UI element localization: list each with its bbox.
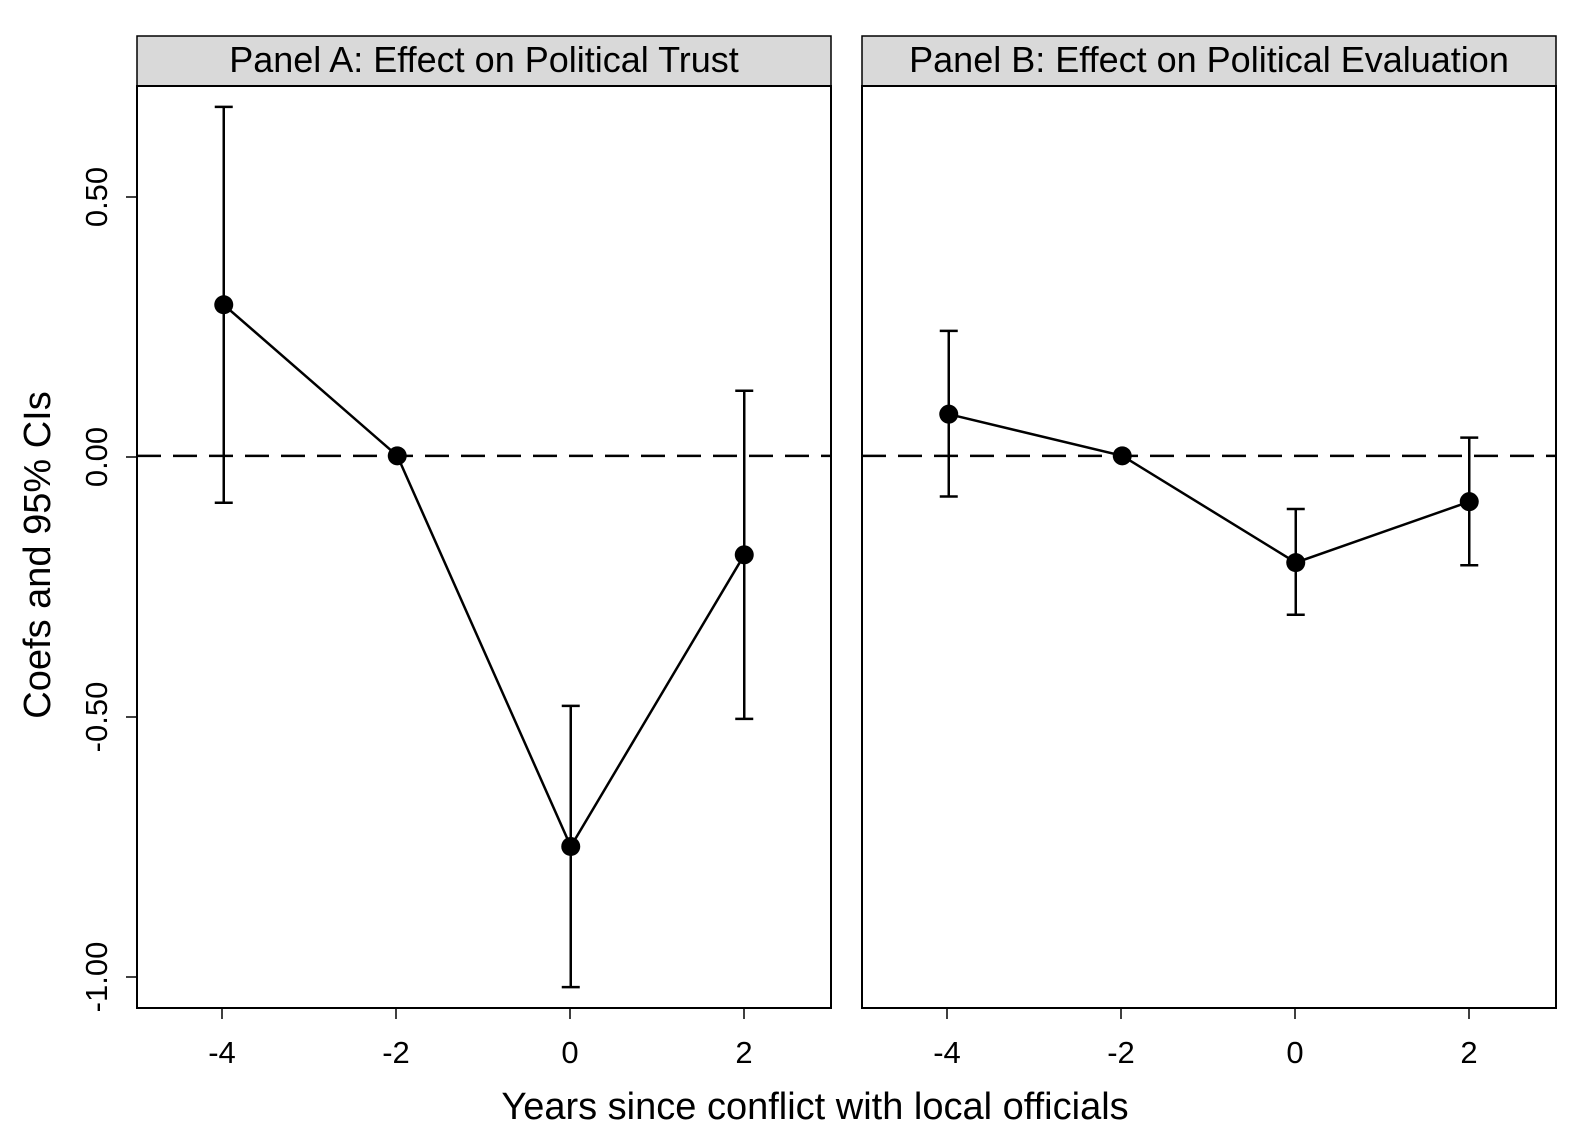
panel-a-point bbox=[561, 837, 581, 857]
panel-b-x-tick-label: 0 bbox=[1286, 1035, 1303, 1070]
y-axis: 0.50 0.00 -0.50 -1.00 bbox=[79, 167, 137, 1013]
panel-b-marks bbox=[862, 329, 1556, 616]
panel-b-point bbox=[1459, 492, 1479, 512]
panel-b-point bbox=[939, 404, 959, 424]
panel-b-plot-frame bbox=[861, 85, 1557, 1009]
y-tick-label: -1.00 bbox=[79, 942, 114, 1013]
panel-b-series-line bbox=[948, 412, 1470, 564]
y-tick-label: 0.50 bbox=[79, 167, 114, 227]
panel-a-x-tick-label: -2 bbox=[382, 1035, 410, 1070]
panel-a-title-strip bbox=[136, 35, 832, 87]
panel-b-x-tick-label: -2 bbox=[1107, 1035, 1135, 1070]
panel-a-marks bbox=[137, 105, 831, 989]
panel-a-plot-frame bbox=[136, 85, 832, 1009]
x-axis-ticks bbox=[221, 1008, 1470, 1019]
panel-b-title: Panel B: Effect on Political Evaluation bbox=[909, 39, 1509, 80]
panel-a-series-line bbox=[222, 303, 746, 850]
y-axis-title: Coefs and 95% CIs bbox=[17, 391, 59, 718]
panel-a-x-tick-label: -4 bbox=[208, 1035, 236, 1070]
panel-a-point bbox=[387, 446, 407, 466]
y-tick-label: -0.50 bbox=[79, 682, 114, 753]
panel-a: Panel A: Effect on Political Trust -4 -2… bbox=[136, 35, 832, 1070]
panel-a-point bbox=[734, 545, 754, 565]
panel-a-x-tick-label: 2 bbox=[735, 1035, 752, 1070]
panel-a-title: Panel A: Effect on Political Trust bbox=[229, 39, 739, 80]
panel-b: Panel B: Effect on Political Evaluation … bbox=[861, 35, 1557, 1070]
panel-b-point bbox=[1286, 553, 1306, 573]
panel-b-point bbox=[1112, 446, 1132, 466]
panel-a-x-tick-label: 0 bbox=[561, 1035, 578, 1070]
y-tick-label: 0.00 bbox=[79, 427, 114, 487]
x-axis-title: Years since conflict with local official… bbox=[501, 1086, 1128, 1128]
panel-b-x-tick-label: 2 bbox=[1460, 1035, 1477, 1070]
panel-b-title-strip bbox=[861, 35, 1557, 87]
panel-b-x-tick-label: -4 bbox=[933, 1035, 961, 1070]
panel-a-point bbox=[214, 295, 234, 315]
